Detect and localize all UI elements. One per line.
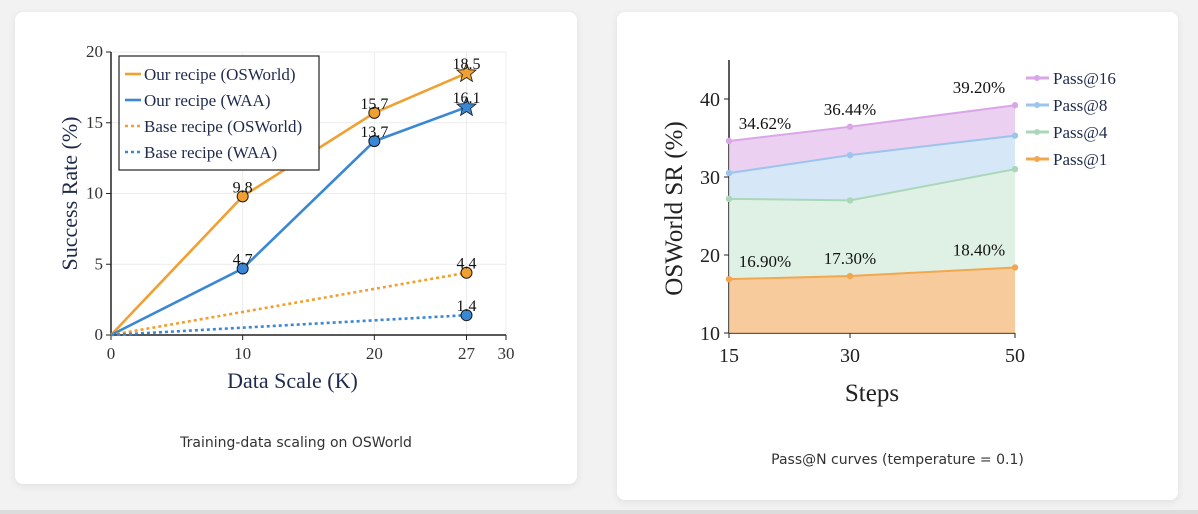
legend-marker xyxy=(1034,102,1040,108)
bottom-divider xyxy=(0,510,1198,514)
legend-box xyxy=(118,55,320,171)
point-marker xyxy=(368,135,381,148)
scaling-chart-caption: Training-data scaling on OSWorld xyxy=(180,435,412,451)
point-marker xyxy=(846,272,854,280)
point-marker xyxy=(725,195,733,203)
y-tick-label: 15 xyxy=(86,113,103,132)
data-label: 15.7 xyxy=(360,96,388,113)
area-band-0 xyxy=(729,105,1015,174)
data-label: 34.62% xyxy=(739,114,791,133)
point-marker xyxy=(846,123,854,130)
point-marker xyxy=(460,266,473,279)
data-label: 13.7 xyxy=(360,124,388,141)
point-marker xyxy=(236,190,249,203)
point-marker xyxy=(460,309,473,322)
legend-label: Base recipe (WAA) xyxy=(144,143,277,162)
legend-label: Pass@4 xyxy=(1053,123,1108,142)
y-tick-label: 30 xyxy=(700,167,720,189)
data-label: 4.7 xyxy=(233,251,253,268)
legend-marker xyxy=(1034,129,1040,135)
area-band-3 xyxy=(729,267,1015,333)
star-marker xyxy=(455,96,478,117)
point-marker xyxy=(236,262,249,275)
x-tick-label: 10 xyxy=(234,344,251,363)
x-axis-label: Steps xyxy=(845,380,899,407)
y-tick-label: 5 xyxy=(95,254,104,273)
legend-label: Pass@16 xyxy=(1053,69,1116,88)
point-marker xyxy=(1011,166,1019,173)
scaling-line-chart: 0 5 10 15 20 0 10 20 27 30 Data Scale (K) Success R… xyxy=(57,42,515,393)
data-label: 39.20% xyxy=(953,78,1005,97)
y-tick-label: 10 xyxy=(700,323,720,345)
star-marker xyxy=(455,62,478,83)
x-tick-label: 20 xyxy=(366,344,383,363)
data-label: 17.30% xyxy=(824,249,876,268)
legend-label: Pass@1 xyxy=(1053,150,1107,169)
x-tick-label: 27 xyxy=(458,344,476,363)
x-tick-label: 30 xyxy=(498,344,515,363)
legend-label: Our recipe (OSWorld) xyxy=(144,65,296,84)
data-label: 18.5 xyxy=(453,56,481,73)
legend-label: Base recipe (OSWorld) xyxy=(144,117,302,136)
point-marker xyxy=(725,169,733,177)
point-marker xyxy=(1011,102,1019,109)
x-tick-label: 30 xyxy=(840,345,860,367)
y-axis-label: Success Rate (%) xyxy=(57,117,82,271)
y-axis-label: OSWorld SR (%) xyxy=(661,121,688,295)
series-line-3 xyxy=(110,313,467,337)
data-label: 16.90% xyxy=(739,252,791,271)
legend-marker xyxy=(1034,75,1040,81)
point-marker xyxy=(846,151,854,159)
y-tick-label: 20 xyxy=(86,42,103,61)
x-tick-label: 0 xyxy=(107,344,116,363)
y-tick-label: 10 xyxy=(86,184,103,203)
data-label: 16.1 xyxy=(453,90,481,107)
series-line-1 xyxy=(110,105,467,337)
passn-chart-card: 34.62% 36.44% 39.20% 16.90% 17.30% 18.40% 10 20… xyxy=(617,12,1178,500)
series-line-2 xyxy=(110,271,467,337)
data-label: 1.4 xyxy=(457,298,477,315)
point-marker xyxy=(1011,264,1019,271)
data-label: 4.4 xyxy=(457,256,477,273)
legend-marker xyxy=(1034,156,1040,162)
point-marker xyxy=(725,137,733,145)
y-tick-label: 20 xyxy=(700,245,720,267)
passn-area-chart: 34.62% 36.44% 39.20% 16.90% 17.30% 18.40% 10 20… xyxy=(661,60,1116,407)
scaling-chart-card: 0 5 10 15 20 0 10 20 27 30 Data Scale (K) Success R… xyxy=(15,12,577,484)
point-marker xyxy=(1011,132,1019,139)
legend-label: Our recipe (WAA) xyxy=(144,91,271,110)
x-axis-label: Data Scale (K) xyxy=(227,368,358,393)
legend-label: Pass@8 xyxy=(1053,96,1107,115)
data-label: 36.44% xyxy=(824,100,876,119)
point-marker xyxy=(368,106,381,119)
passn-chart-caption: Pass@N curves (temperature = 0.1) xyxy=(771,452,1024,468)
point-marker xyxy=(846,197,854,204)
x-tick-label: 50 xyxy=(1005,345,1025,367)
y-tick-label: 40 xyxy=(700,89,720,111)
x-tick-label: 15 xyxy=(719,345,739,367)
point-marker xyxy=(725,275,733,283)
data-label: 9.8 xyxy=(233,179,253,196)
data-label: 18.40% xyxy=(953,240,1005,259)
y-tick-label: 0 xyxy=(95,325,104,344)
area-band-2 xyxy=(729,169,1015,280)
area-band-1 xyxy=(729,135,1015,201)
